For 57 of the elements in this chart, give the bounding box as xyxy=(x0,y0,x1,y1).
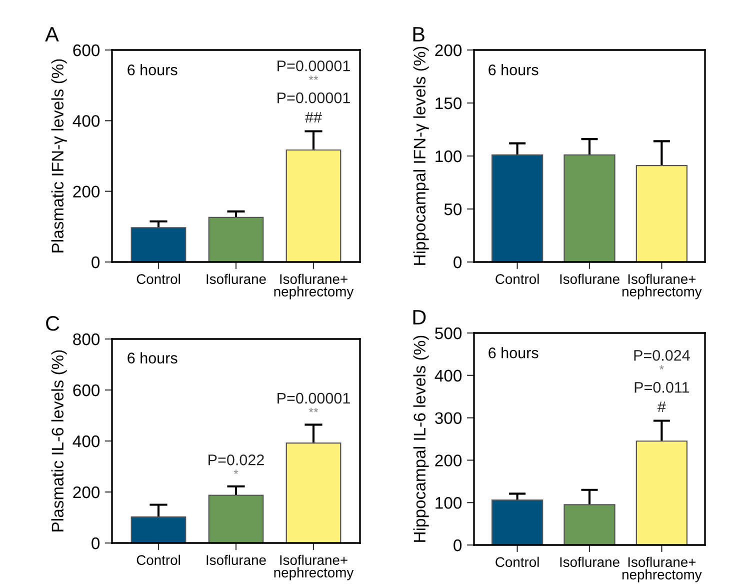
y-tick-label: 100 xyxy=(436,150,462,162)
bar xyxy=(286,442,342,543)
x-tick-label: Isoflurane+ nephrectomy xyxy=(622,274,702,300)
x-tick-label: Control xyxy=(496,274,539,284)
x-tick-label: Isoflurane+ nephrectomy xyxy=(274,274,354,300)
x-tick-label: Isoflurane xyxy=(560,274,620,284)
x-tick-label: Isoflurane+ nephrectomy xyxy=(274,554,354,580)
y-axis-title: Plasmatic IFN-γ levels (%) xyxy=(51,59,67,252)
x-tick-label: Control xyxy=(496,556,539,568)
annotation: P=0.022 * xyxy=(208,454,264,474)
y-tick-label: 200 xyxy=(435,454,462,466)
bar xyxy=(130,516,186,543)
y-tick-label: 200 xyxy=(435,44,462,56)
x-tick-label: Isoflurane xyxy=(206,274,266,284)
bar xyxy=(564,504,616,545)
bar xyxy=(130,227,186,262)
bar xyxy=(636,440,688,545)
y-tick-label: 0 xyxy=(92,537,100,550)
bar xyxy=(208,494,264,543)
y-tick-label: 150 xyxy=(436,97,462,110)
y-tick-label: 0 xyxy=(92,256,100,268)
y-axis-title: Hippocampal IFN-γ levels (%) xyxy=(413,46,429,265)
y-tick-label: 0 xyxy=(454,256,462,268)
chart-title: A xyxy=(45,27,59,42)
chart-title: C xyxy=(46,316,60,331)
y-tick-label: 400 xyxy=(72,435,100,448)
bar xyxy=(286,149,342,262)
annotation: 6 hours xyxy=(488,64,538,76)
y-axis-title: Hippocampal IL-6 levels (%) xyxy=(413,336,429,542)
annotation: 6 hours xyxy=(488,347,538,358)
y-axis-title: Plasmatic IL-6 levels (%) xyxy=(51,350,67,532)
y-tick-label: 100 xyxy=(436,497,462,509)
chart-title: D xyxy=(413,310,426,324)
annotation: P=0.024 * P=0.011 # xyxy=(634,350,690,412)
y-tick-label: 200 xyxy=(73,186,100,198)
y-tick-label: 600 xyxy=(73,44,100,56)
y-tick-label: 200 xyxy=(73,486,100,498)
annotation: 6 hours xyxy=(128,64,178,76)
x-tick-label: Control xyxy=(136,274,180,284)
y-tick-label: 400 xyxy=(72,115,100,127)
x-tick-label: Isoflurane xyxy=(206,554,266,566)
y-tick-label: 0 xyxy=(454,539,462,552)
x-tick-label: Isoflurane xyxy=(560,556,620,568)
x-tick-label: Control xyxy=(136,554,180,566)
y-tick-label: 600 xyxy=(73,384,100,396)
annotation: P=0.00001 ** xyxy=(278,392,350,412)
bar xyxy=(491,500,544,545)
y-tick-label: 500 xyxy=(435,327,462,340)
x-tick-label: Isoflurane+ nephrectomy xyxy=(622,556,702,582)
y-tick-label: 400 xyxy=(434,370,462,382)
y-tick-label: 300 xyxy=(435,412,462,424)
y-tick-label: 50 xyxy=(444,203,462,216)
chart-title: B xyxy=(413,27,424,42)
annotation: P=0.00001 ** P=0.00001 ## xyxy=(278,60,350,123)
y-tick-label: 800 xyxy=(73,333,100,346)
bar xyxy=(208,216,264,262)
annotation: 6 hours xyxy=(128,352,178,364)
